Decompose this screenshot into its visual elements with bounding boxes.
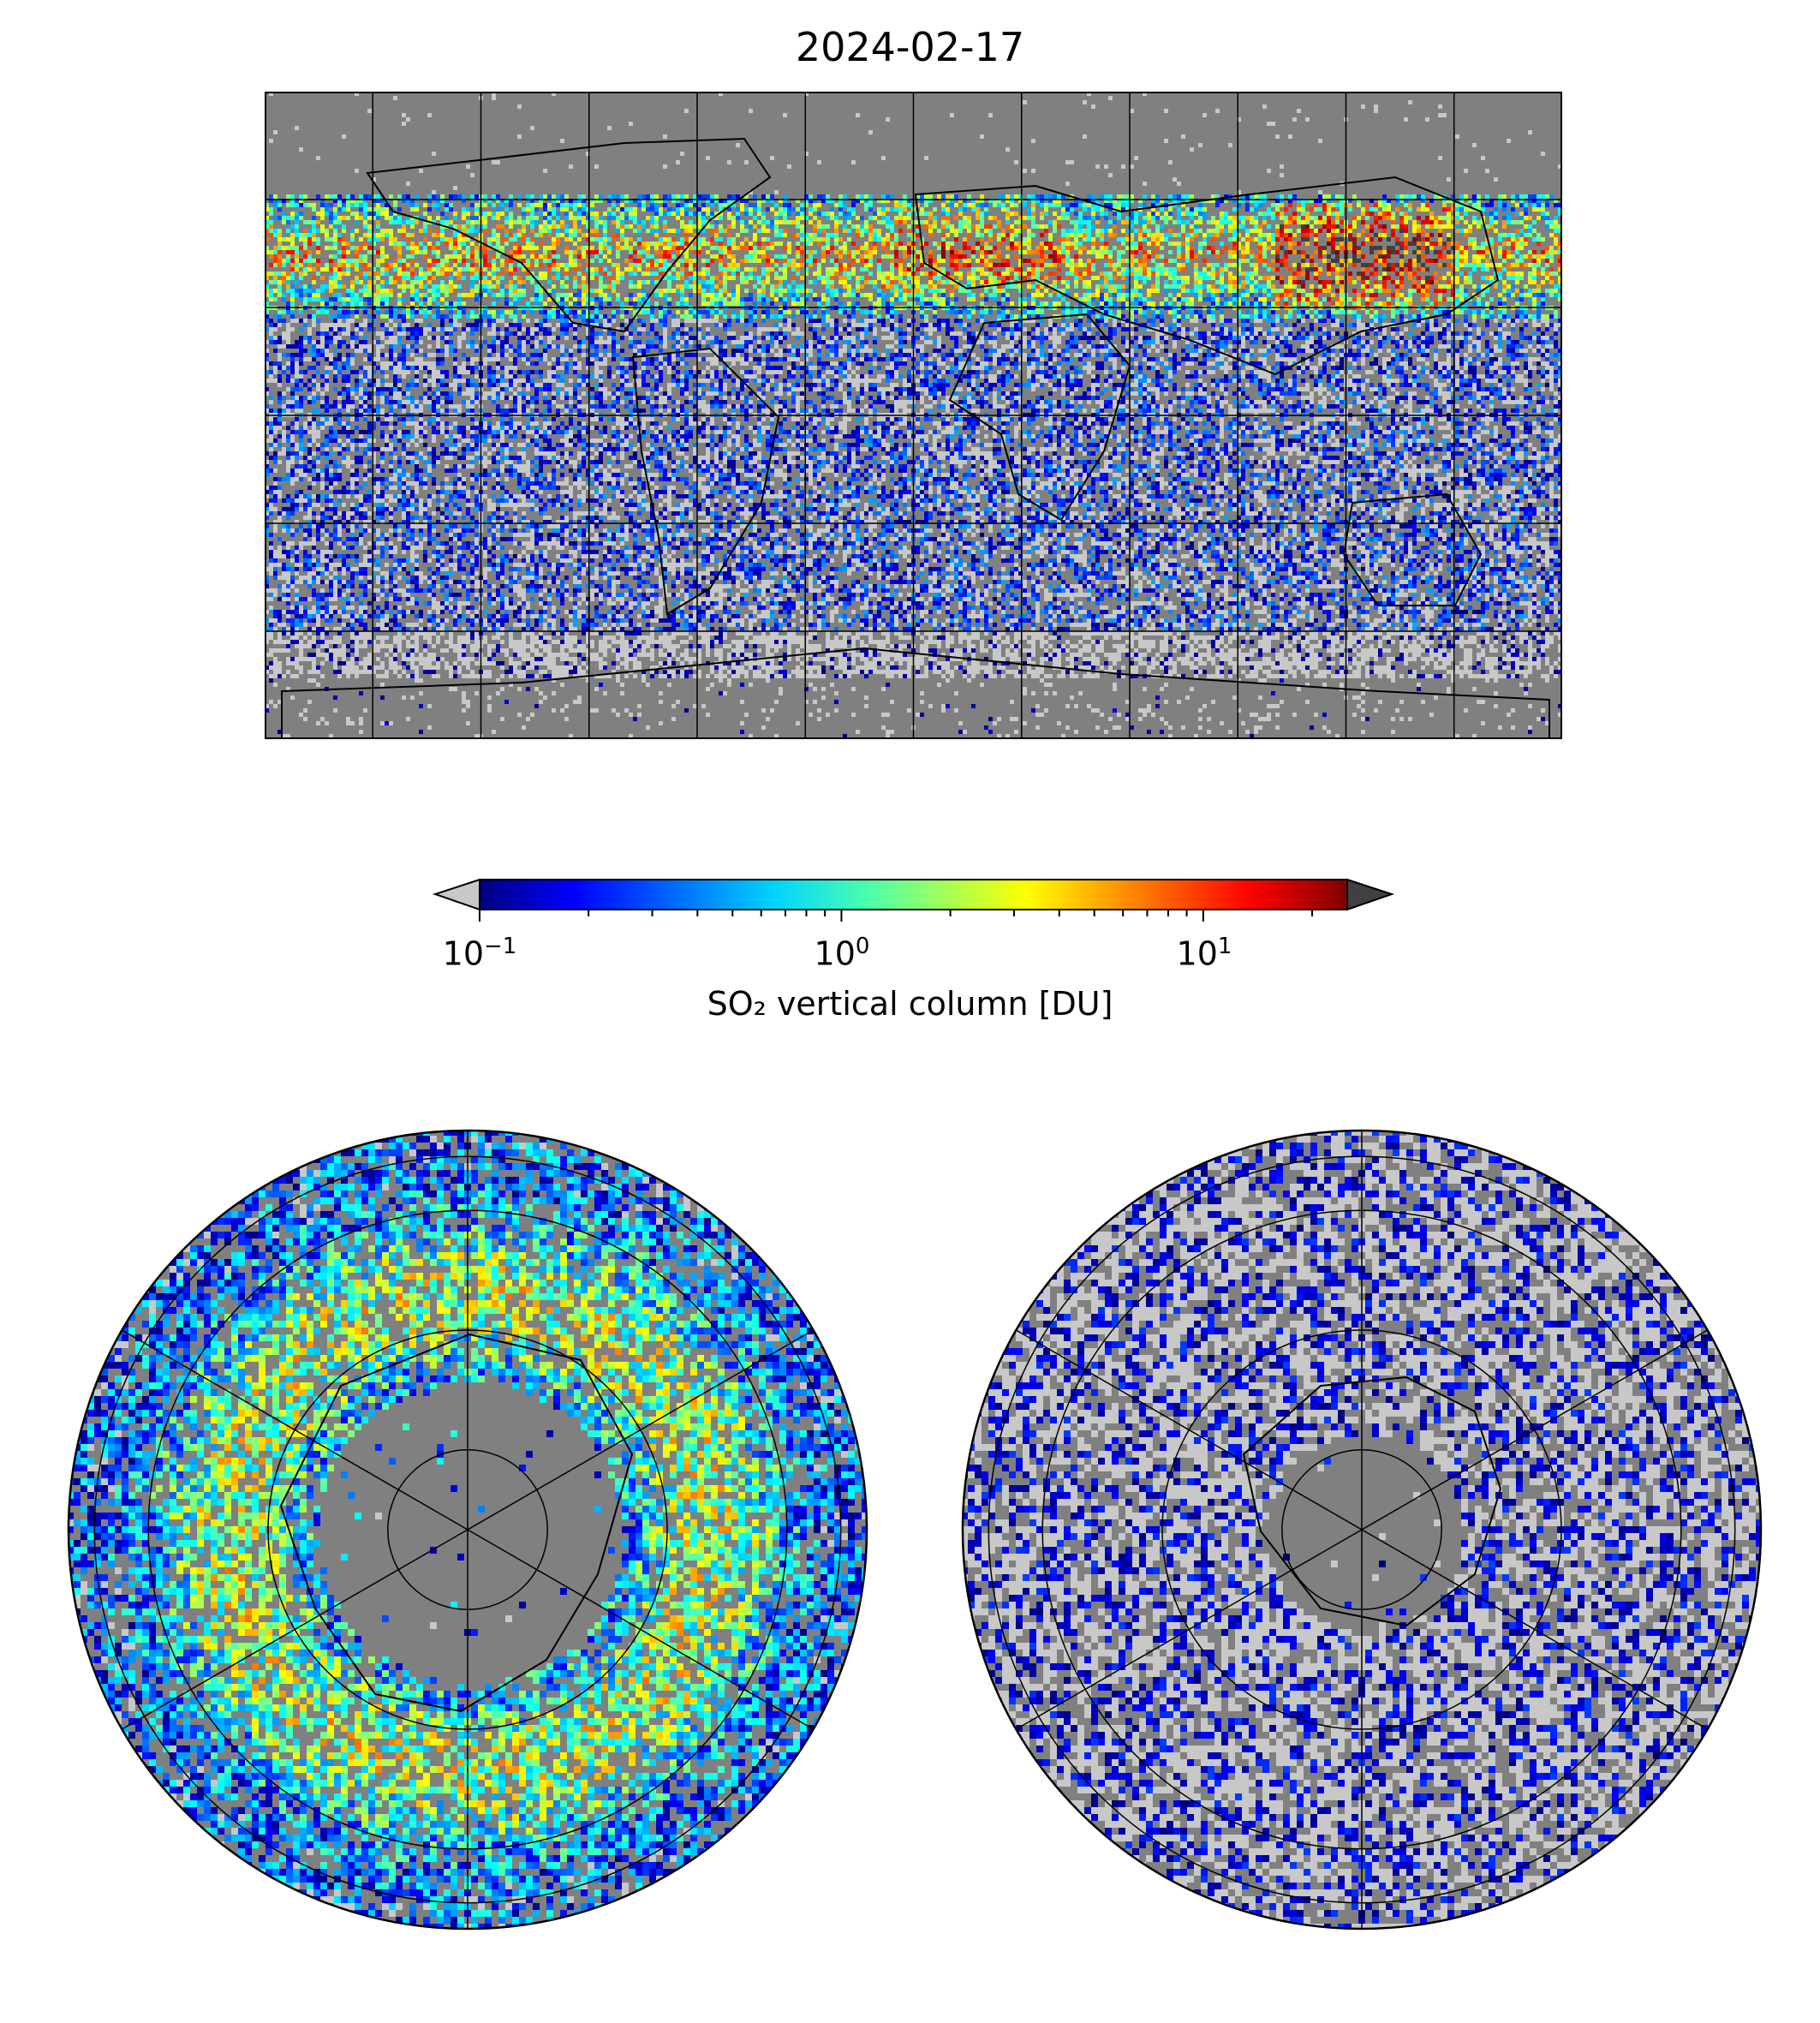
colorbar-label: SO₂ vertical column [DU] [0,985,1820,1023]
colorbar-over-arrow [1346,878,1395,911]
colorbar [432,878,1395,922]
colorbar-tick-label: 10−1 [443,934,517,973]
colorbar-gradient [479,879,1348,910]
colorbar-tick-label: 101 [1177,934,1232,973]
north-polar-map [67,1129,868,1931]
figure-title: 2024-02-17 [0,24,1820,70]
south-polar-map [961,1129,1763,1931]
colorbar-under-arrow [432,878,480,911]
colorbar-tick-label: 100 [815,934,870,973]
global-map [265,92,1562,739]
